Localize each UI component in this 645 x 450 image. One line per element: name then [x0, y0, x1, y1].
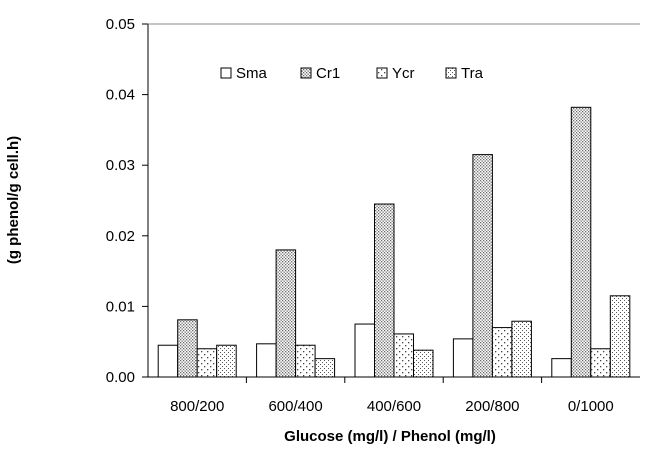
y-tick-label: 0.03: [106, 157, 135, 174]
bar-ycr: [196, 348, 218, 378]
x-tick-label: 200/800: [465, 398, 519, 415]
bar-cr1: [570, 106, 592, 378]
bar-sma: [157, 344, 179, 378]
legend-label: Tra: [461, 65, 484, 82]
y-axis-label: (g phenol/g cell.h): [5, 136, 22, 264]
bar-ycr: [590, 348, 611, 378]
legend-label: Ycr: [392, 65, 415, 82]
legend-swatch-sma: [220, 67, 232, 79]
x-tick-label: 400/600: [367, 398, 421, 415]
bar-ycr: [491, 327, 513, 378]
y-tick-label: 0.01: [106, 298, 135, 315]
bar-tra: [413, 349, 434, 378]
bar-tra: [609, 295, 631, 378]
bar-sma: [452, 338, 474, 378]
bar-sma: [256, 343, 277, 378]
x-tick-label: 800/200: [170, 398, 224, 415]
y-tick-label: 0.02: [106, 228, 135, 245]
bar-sma: [354, 323, 375, 378]
bar-tra: [216, 344, 237, 378]
bar-tra: [511, 320, 532, 378]
legend-label: Cr1: [316, 65, 340, 82]
bars: [157, 106, 631, 378]
legend-swatch-ycr: [376, 67, 388, 79]
y-tick-label: 0.04: [106, 87, 135, 104]
bar-cr1: [472, 154, 493, 378]
x-tick-label: 0/1000: [568, 398, 614, 415]
legend-swatch-cr1: [300, 67, 312, 79]
bar-tra: [314, 358, 336, 378]
bar-cr1: [275, 249, 297, 378]
y-tick-label: 0.05: [106, 16, 135, 33]
y-tick-label: 0.00: [106, 369, 135, 386]
bar-cr1: [177, 319, 198, 378]
bar-ycr: [393, 333, 414, 378]
x-tick-label: 600/400: [268, 398, 322, 415]
legend-label: Sma: [236, 65, 268, 82]
bar-cr1: [374, 203, 395, 378]
legend-swatch-tra: [445, 67, 457, 79]
x-axis-label: Glucose (mg/l) / Phenol (mg/l): [284, 428, 496, 445]
legend: Sma Cr1 Ycr Tra: [220, 65, 484, 82]
tick-labels: 0.00 0.01 0.02 0.03 0.04 0.05 800/200 600/400 40…: [106, 16, 614, 415]
bar-sma: [551, 358, 572, 378]
bar-ycr: [295, 344, 316, 378]
